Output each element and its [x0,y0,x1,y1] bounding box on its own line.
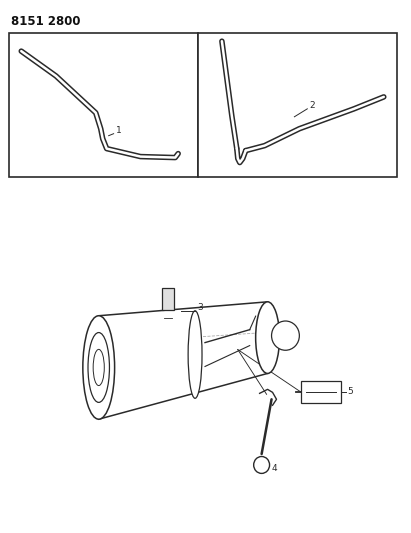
Text: 5: 5 [347,387,353,396]
Ellipse shape [272,321,299,350]
Text: 8151 2800: 8151 2800 [12,15,81,28]
Text: 3: 3 [197,303,203,312]
Ellipse shape [188,311,202,398]
Ellipse shape [83,316,115,419]
Ellipse shape [88,333,109,402]
Bar [9,33,198,177]
Text: 2: 2 [309,101,315,110]
Ellipse shape [256,302,279,374]
Ellipse shape [93,349,104,385]
Bar [301,382,341,403]
Text: 4: 4 [272,464,277,473]
Text: 1: 1 [115,126,121,135]
Bar [162,288,174,310]
Ellipse shape [254,456,270,473]
Bar [198,33,397,177]
